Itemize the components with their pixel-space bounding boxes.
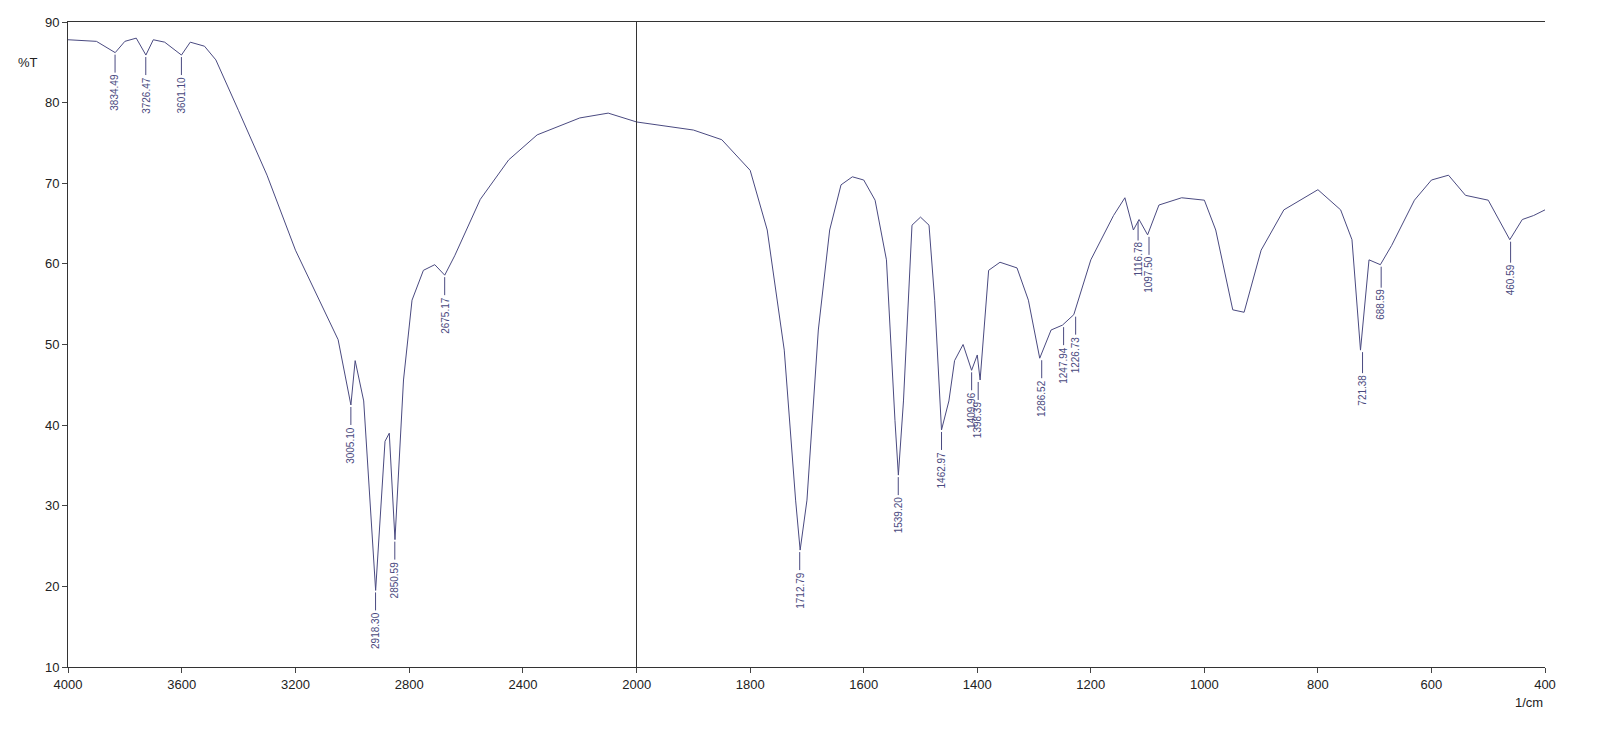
svg-text:1200: 1200 (1076, 677, 1105, 692)
svg-text:1462.97: 1462.97 (936, 452, 947, 489)
svg-text:%T: %T (18, 55, 38, 70)
svg-text:600: 600 (1421, 677, 1443, 692)
svg-text:20: 20 (45, 579, 59, 594)
svg-text:400: 400 (1534, 677, 1556, 692)
svg-text:4000: 4000 (54, 677, 83, 692)
svg-text:1000: 1000 (1190, 677, 1219, 692)
svg-text:1097.50: 1097.50 (1143, 256, 1154, 293)
svg-text:1539.20: 1539.20 (893, 497, 904, 534)
svg-text:721.38: 721.38 (1357, 375, 1368, 406)
svg-text:2918.30: 2918.30 (370, 612, 381, 649)
svg-text:80: 80 (45, 95, 59, 110)
svg-text:1400: 1400 (963, 677, 992, 692)
svg-text:3600: 3600 (167, 677, 196, 692)
svg-text:2400: 2400 (508, 677, 537, 692)
svg-text:2850.59: 2850.59 (389, 562, 400, 599)
svg-text:3834.49: 3834.49 (109, 74, 120, 111)
svg-text:10: 10 (45, 660, 59, 675)
svg-text:60: 60 (45, 256, 59, 271)
svg-text:70: 70 (45, 176, 59, 191)
svg-text:1712.79: 1712.79 (795, 572, 806, 609)
svg-text:30: 30 (45, 498, 59, 513)
svg-text:1398.39: 1398.39 (972, 402, 983, 439)
svg-text:1/cm: 1/cm (1515, 695, 1543, 710)
svg-text:1409.96: 1409.96 (966, 392, 977, 429)
svg-text:1600: 1600 (849, 677, 878, 692)
svg-text:688.59: 688.59 (1375, 289, 1386, 320)
svg-text:90: 90 (45, 15, 59, 30)
svg-text:50: 50 (45, 337, 59, 352)
svg-text:800: 800 (1307, 677, 1329, 692)
svg-text:1800: 1800 (736, 677, 765, 692)
svg-text:40: 40 (45, 418, 59, 433)
svg-text:2675.17: 2675.17 (440, 297, 451, 334)
svg-text:1247.94: 1247.94 (1058, 347, 1069, 384)
svg-text:2800: 2800 (395, 677, 424, 692)
svg-text:1226.73: 1226.73 (1070, 337, 1081, 374)
svg-text:460.59: 460.59 (1505, 264, 1516, 295)
svg-text:1116.78: 1116.78 (1133, 241, 1144, 276)
svg-text:3200: 3200 (281, 677, 310, 692)
svg-text:1286.52: 1286.52 (1036, 380, 1047, 417)
svg-text:3005.10: 3005.10 (345, 427, 356, 464)
svg-text:3601.10: 3601.10 (176, 77, 187, 114)
svg-text:2000: 2000 (622, 677, 651, 692)
svg-text:3726.47: 3726.47 (141, 77, 152, 114)
